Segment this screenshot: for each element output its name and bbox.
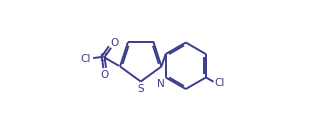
Text: O: O xyxy=(111,37,119,47)
Text: S: S xyxy=(137,83,144,93)
Text: Cl: Cl xyxy=(81,54,91,64)
Text: N: N xyxy=(157,78,165,88)
Text: O: O xyxy=(100,69,109,79)
Text: Cl: Cl xyxy=(214,77,225,87)
Text: S: S xyxy=(100,52,107,62)
